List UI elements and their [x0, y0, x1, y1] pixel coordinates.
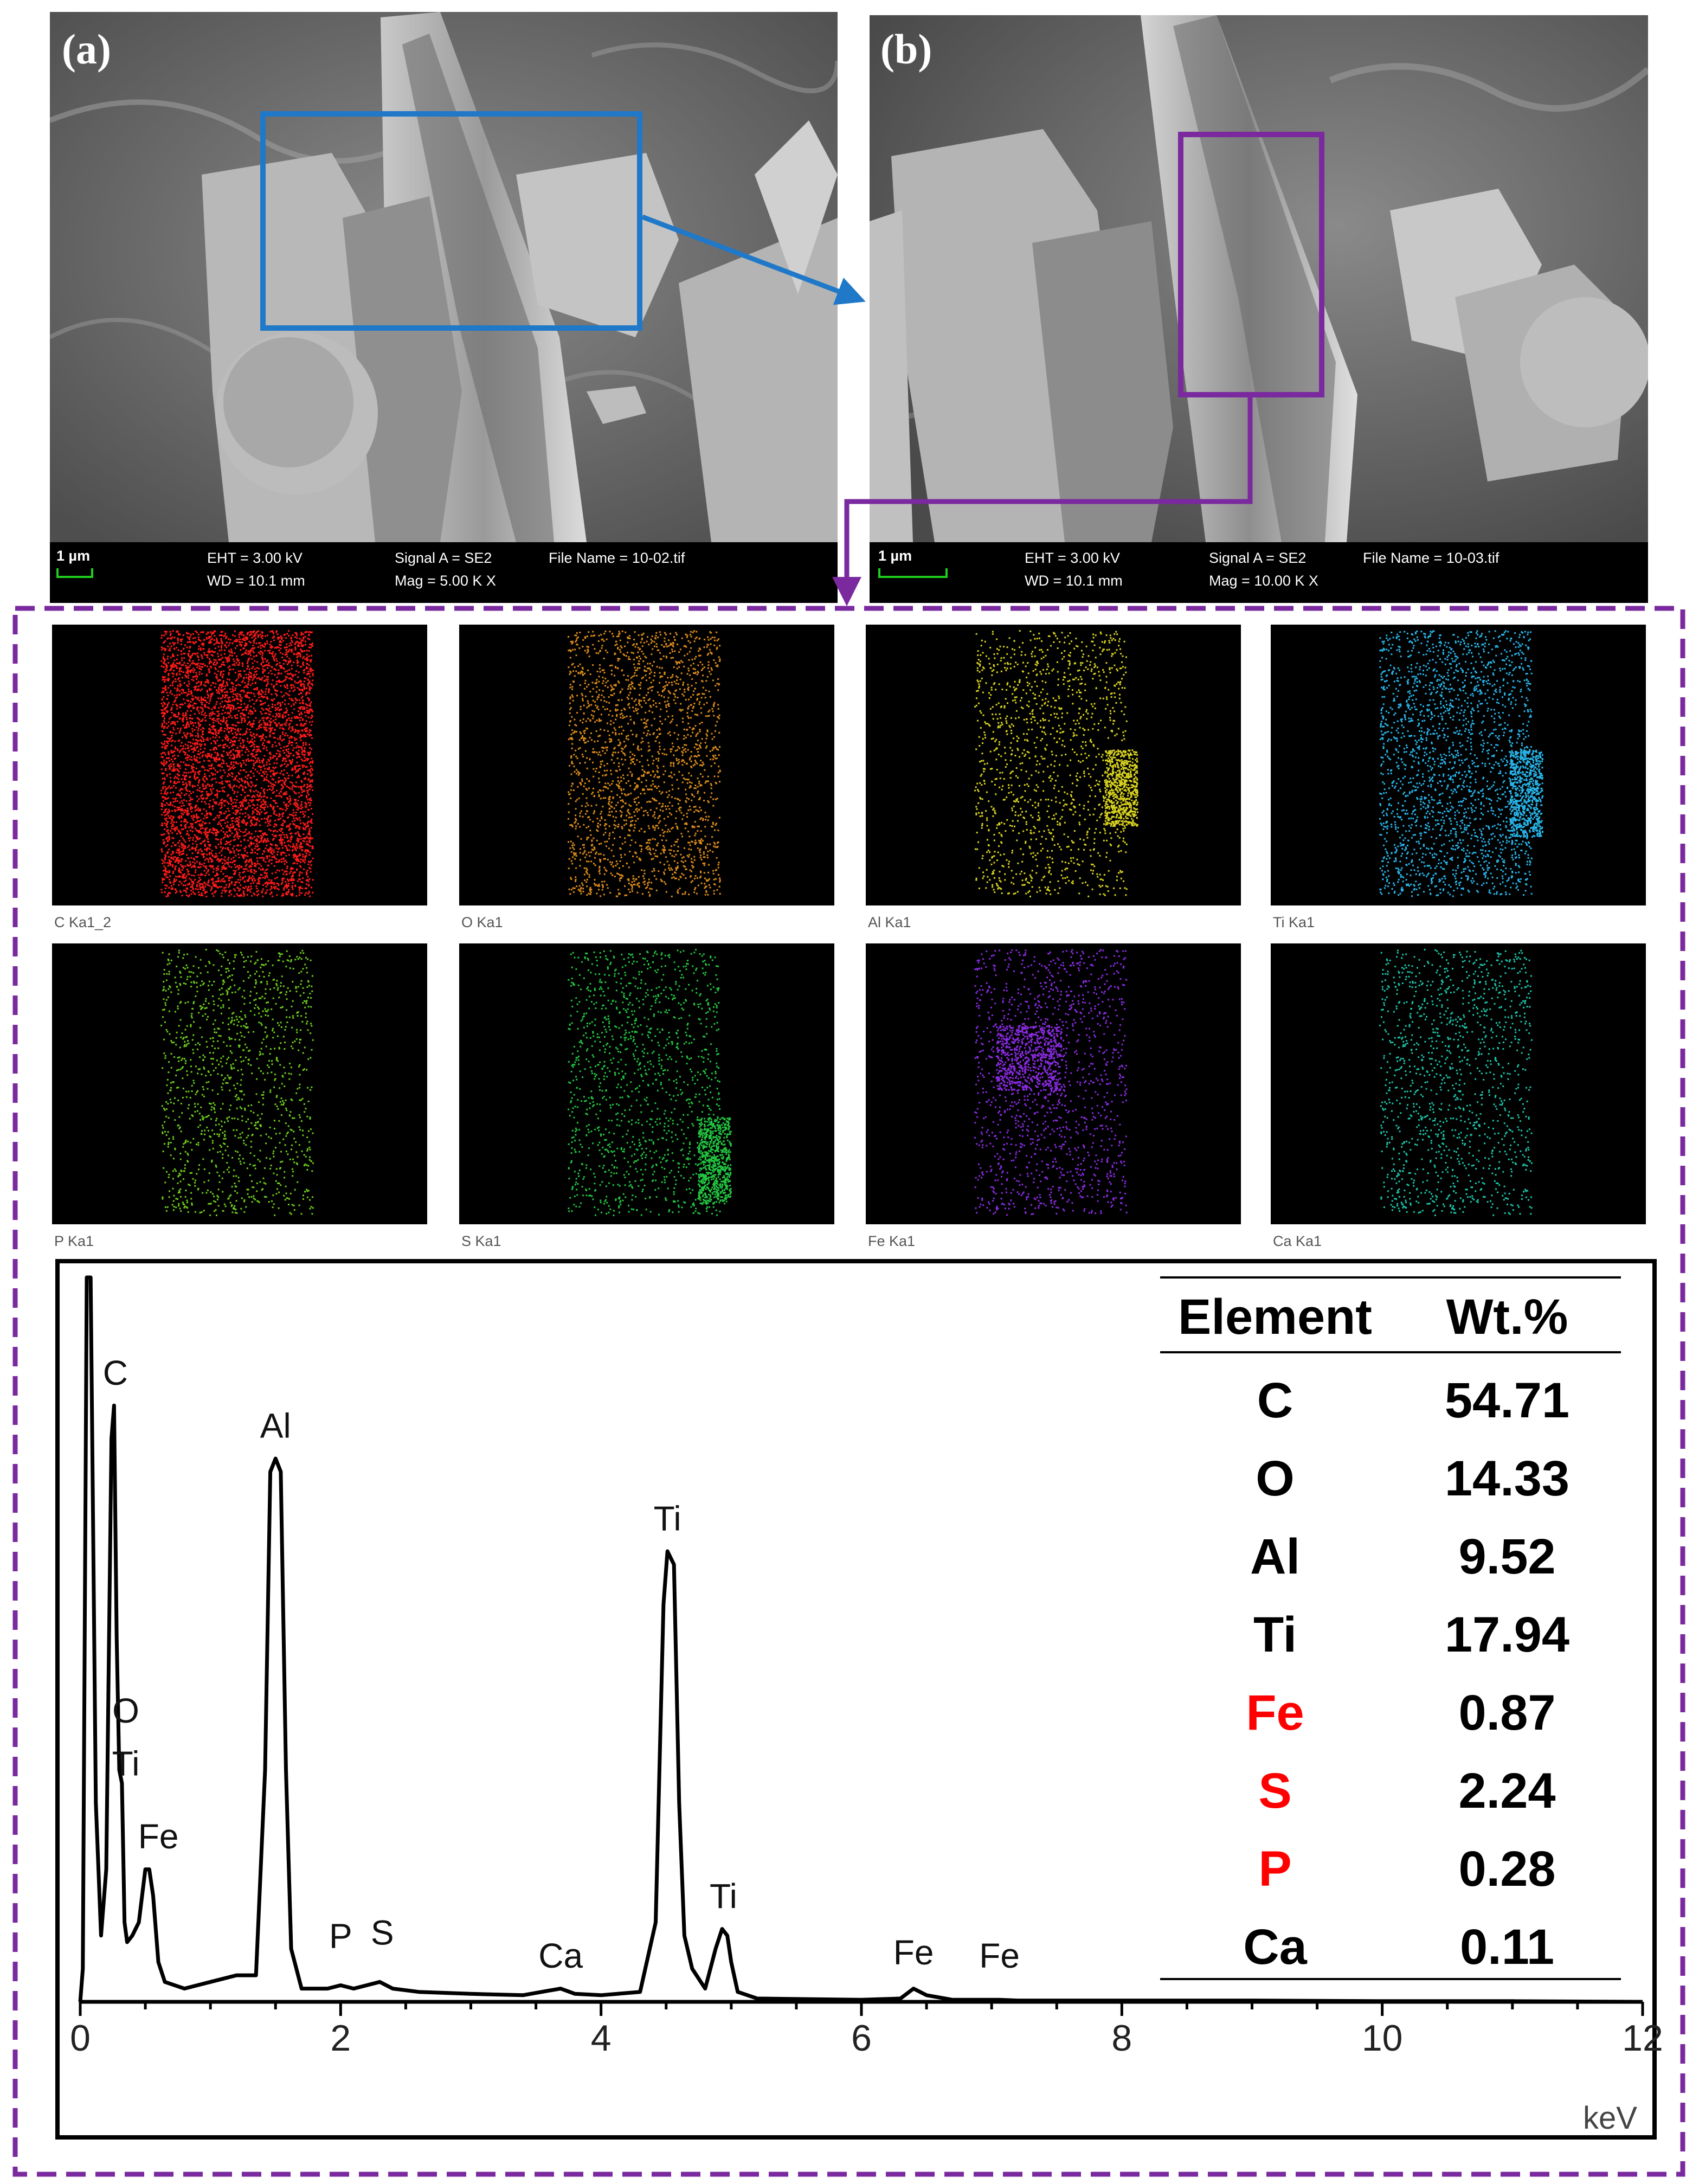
mag-value: Mag = 5.00 K X [395, 573, 496, 589]
element-map-dots [160, 630, 314, 897]
map-caption-al: Al Ka1 [868, 914, 911, 930]
table-cell-wt: 0.87 [1458, 1685, 1555, 1740]
peak-label: Ti [112, 1744, 140, 1783]
x-tick-label: 10 [1362, 2018, 1403, 2059]
table-cell-wt: 2.24 [1458, 1763, 1555, 1819]
scale-label: 1 µm [878, 548, 912, 564]
eht-value: EHT = 3.00 kV [1025, 550, 1120, 566]
table-cell-wt: 14.33 [1445, 1451, 1569, 1506]
element-map-o [459, 625, 834, 905]
x-tick-label: 12 [1622, 2018, 1663, 2059]
table-cell-wt: 0.11 [1460, 1919, 1554, 1975]
zoom-region-box [260, 111, 642, 331]
chart-frame [55, 1259, 1657, 2140]
element-map-dots [568, 949, 732, 1216]
map-caption-p: P Ka1 [54, 1233, 94, 1249]
peak-label: Fe [979, 1936, 1020, 1975]
table-header-wt: Wt.% [1446, 1289, 1568, 1345]
map-caption-o: O Ka1 [461, 914, 503, 930]
x-tick-label: 2 [330, 2018, 351, 2059]
table-cell-element: C [1257, 1373, 1293, 1428]
peak-label: P [329, 1916, 352, 1955]
table-cell-wt: 54.71 [1445, 1373, 1569, 1428]
map-caption-fe: Fe Ka1 [868, 1233, 916, 1249]
wd-value: WD = 10.1 mm [1025, 573, 1123, 589]
table-cell-element: Ti [1253, 1607, 1297, 1662]
table-cell-element: P [1258, 1841, 1291, 1897]
x-tick-label: 4 [591, 2018, 612, 2059]
peak-label: C [103, 1353, 128, 1392]
element-map-dots [974, 630, 1138, 897]
panel-label-b: (b) [880, 25, 932, 73]
sem-info-bar-a: 1 µm EHT = 3.00 kV WD = 10.1 mm Signal A… [50, 542, 838, 603]
element-map-s [459, 943, 834, 1224]
sem-info-bar-b: 1 µm EHT = 3.00 kV WD = 10.1 mm Signal A… [870, 542, 1648, 603]
element-map-dots [1379, 630, 1543, 897]
peak-label: Fe [893, 1933, 934, 1972]
element-map-dots [974, 949, 1128, 1216]
x-tick-label: 8 [1111, 2018, 1132, 2059]
signal-value: Signal A = SE2 [395, 550, 492, 566]
table-cell-element: S [1258, 1763, 1291, 1819]
element-map-ti [1271, 625, 1646, 905]
scale-bar [878, 568, 948, 578]
x-tick-label: 0 [70, 2018, 91, 2059]
file-name: File Name = 10-03.tif [1363, 550, 1500, 566]
table-cell-element: Fe [1246, 1685, 1304, 1740]
file-name: File Name = 10-02.tif [549, 550, 685, 566]
peak-label: Ti [654, 1499, 681, 1538]
scale-label: 1 µm [56, 548, 91, 564]
panel-label-a: (a) [62, 25, 111, 73]
peak-label: S [371, 1913, 394, 1952]
element-map-fe [866, 943, 1241, 1224]
sem-image-b: (b) 1 µm EHT = 3.00 kV WD = 10.1 mm Sign… [870, 15, 1648, 603]
sem-micrograph-a [50, 12, 838, 542]
table-cell-wt: 17.94 [1445, 1607, 1569, 1662]
table-cell-element: Ca [1243, 1919, 1307, 1975]
sem-micrograph-b [870, 15, 1648, 542]
map-caption-s: S Ka1 [461, 1233, 501, 1249]
x-tick-label: 6 [851, 2018, 872, 2059]
table-cell-element: O [1256, 1451, 1295, 1506]
signal-value: Signal A = SE2 [1209, 550, 1307, 566]
map-caption-ca: Ca Ka1 [1273, 1233, 1322, 1249]
spectrum-line [78, 1275, 1643, 2004]
table-header-element: Element [1178, 1289, 1372, 1345]
table-cell-wt: 9.52 [1458, 1529, 1555, 1584]
peak-label: Al [260, 1406, 291, 1446]
eht-value: EHT = 3.00 kV [207, 550, 303, 566]
element-map-p [52, 943, 427, 1224]
scale-bar [56, 568, 93, 578]
peak-label: Ti [710, 1877, 737, 1916]
map-caption-ti: Ti Ka1 [1273, 914, 1315, 930]
x-axis-label: keV [1583, 2101, 1637, 2136]
element-map-ca [1271, 943, 1646, 1224]
composition-table: Element Wt.% C 54.71 O 14.33 Al 9.52 Ti 17.94 Fe… [1160, 1276, 1621, 1980]
peak-label: O [112, 1691, 139, 1730]
table-cell-element: Al [1250, 1529, 1300, 1584]
peak-label: Fe [138, 1817, 179, 1856]
element-map-c [52, 625, 427, 905]
sem-image-a: (a) 1 µm EHT = 3.00 kV WD = 10.1 mm Sign… [50, 12, 838, 603]
element-map-dots [568, 630, 721, 897]
element-map-al [866, 625, 1241, 905]
mag-value: Mag = 10.00 K X [1209, 573, 1318, 589]
element-map-dots [160, 949, 314, 1216]
element-map-dots [1379, 949, 1533, 1216]
wd-value: WD = 10.1 mm [207, 573, 305, 589]
map-caption-c: C Ka1_2 [54, 914, 112, 930]
peak-label: Ca [538, 1936, 583, 1975]
table-cell-wt: 0.28 [1458, 1841, 1555, 1897]
